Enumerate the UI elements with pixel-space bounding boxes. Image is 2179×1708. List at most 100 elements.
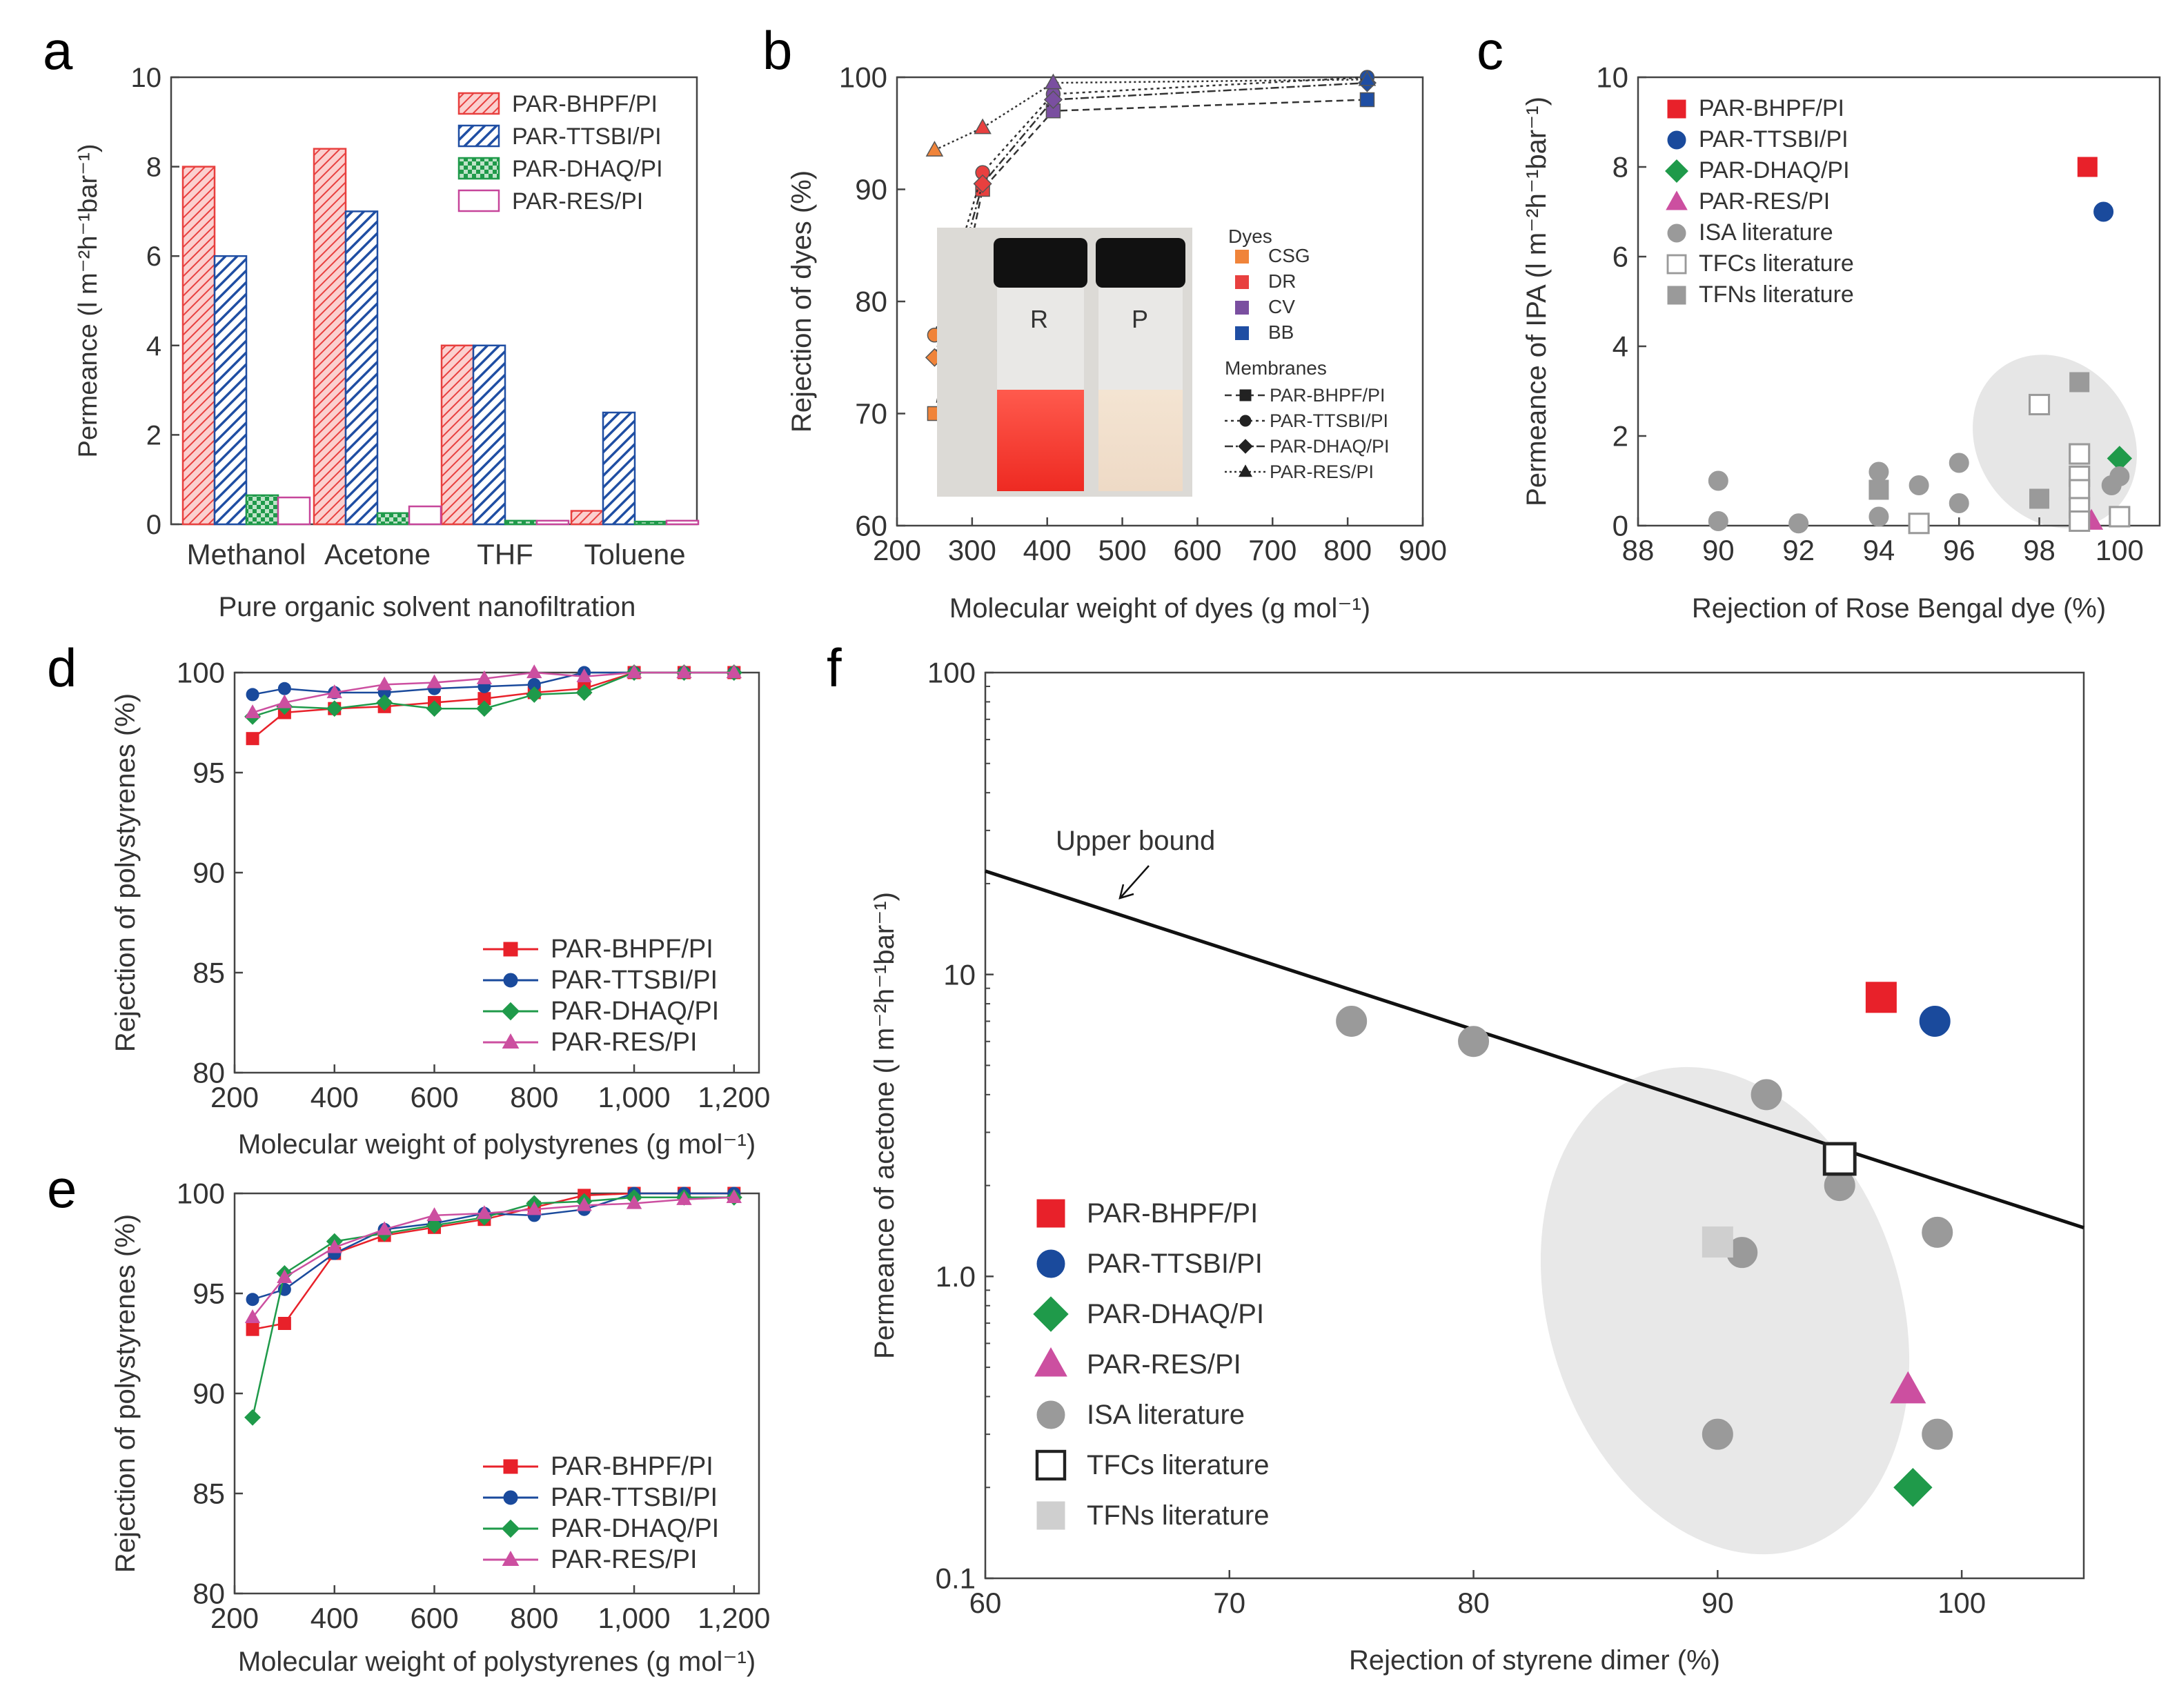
x-tick-label: 200 [210, 1602, 259, 1634]
x-tick-label: 800 [1323, 534, 1372, 566]
y-tick-label: 100 [839, 61, 887, 94]
y-tick-label: 95 [193, 757, 225, 789]
legend-title: Membranes [1225, 357, 1327, 379]
x-tick-label: 600 [410, 1081, 458, 1113]
legend-label: BB [1268, 321, 1294, 343]
membrane-line [934, 81, 1368, 358]
data-point [1922, 1418, 1953, 1450]
data-point [1865, 982, 1897, 1013]
legend-label: ISA literature [1087, 1400, 1245, 1430]
legend-label: PAR-RES/PI [1699, 188, 1830, 215]
data-point [277, 1269, 293, 1283]
x-tick-label: 60 [969, 1587, 1002, 1619]
data-point [2069, 372, 2090, 393]
legend-swatch [1235, 326, 1249, 340]
data-point [1908, 513, 1930, 535]
y-axis-label: Rejection of polystyrenes (%) [110, 693, 141, 1052]
data-point [2109, 466, 2130, 486]
legend-marker [1667, 99, 1686, 119]
data-point [2077, 157, 2098, 177]
data-point [1043, 90, 1063, 110]
legend-marker [1035, 1449, 1067, 1481]
data-point [475, 700, 493, 717]
data-point [1893, 1468, 1933, 1507]
x-tick-label: 88 [1622, 534, 1655, 566]
legend-marker [503, 1459, 518, 1474]
data-point [575, 684, 593, 701]
data-point [626, 1195, 642, 1209]
series-line [252, 671, 734, 696]
legend-swatch [1235, 275, 1249, 289]
legend-marker [1033, 1296, 1069, 1332]
legend-label: PAR-BHPF/PI [512, 91, 658, 117]
legend-label: CV [1268, 296, 1295, 317]
data-point [1702, 1418, 1733, 1450]
data-point [1458, 1026, 1490, 1057]
y-tick-label: 0 [1613, 510, 1628, 542]
data-point [1890, 1371, 1926, 1404]
legend-marker [503, 1490, 518, 1505]
panel-letter-b: b [762, 20, 792, 81]
category-label: THF [477, 538, 533, 570]
category-label: Toluene [584, 538, 685, 570]
x-tick-label: 1,200 [698, 1081, 770, 1113]
legend-marker [502, 1550, 520, 1566]
data-point [526, 686, 543, 703]
y-tick-label: 100 [927, 657, 976, 689]
legend-label: PAR-RES/PI [1087, 1349, 1241, 1380]
data-point [2069, 510, 2091, 533]
x-tick-label: 800 [510, 1602, 558, 1634]
panel-letter-d: d [47, 637, 77, 698]
data-point [2109, 506, 2131, 528]
legend-marker [1239, 415, 1252, 427]
vial-p-label: P [1132, 305, 1148, 333]
legend-label: TFCs literature [1087, 1450, 1270, 1480]
x-tick-label: 300 [948, 534, 996, 566]
bar-par-res-pi [408, 505, 442, 526]
data-point [726, 664, 742, 679]
vial-r-label: R [1030, 305, 1048, 333]
legend-label: PAR-DHAQ/PI [1699, 157, 1850, 183]
legend-label: ISA literature [1699, 219, 1833, 246]
y-axis-label: Permeance of acetone (l m⁻²h⁻¹bar⁻¹) [869, 892, 900, 1359]
vial-r-cap [994, 238, 1087, 288]
y-axis-label: Permeance (l m⁻²h⁻¹bar⁻¹) [74, 143, 103, 457]
plot-frame [984, 671, 2085, 1580]
data-point [1788, 513, 1809, 534]
legend-label: TFNs literature [1087, 1500, 1270, 1531]
legend-label: PAR-BHPF/PI [551, 1452, 713, 1481]
x-tick-label: 1,200 [698, 1602, 770, 1634]
x-tick-label: 1,000 [598, 1081, 670, 1113]
panel-letter-f: f [827, 637, 842, 698]
legend-label: TFCs literature [1699, 250, 1854, 277]
legend-label: PAR-TTSBI/PI [512, 123, 662, 150]
y-tick-label: 95 [193, 1278, 225, 1310]
y-tick-label: 90 [855, 173, 887, 206]
x-tick-label: 70 [1213, 1587, 1245, 1619]
legend-label: PAR-DHAQ/PI [512, 156, 663, 182]
bar-par-dhaq-pi [633, 520, 668, 526]
legend-marker [502, 1033, 520, 1049]
x-tick-label: 900 [1399, 534, 1447, 566]
bar-par-dhaq-pi [245, 494, 279, 526]
legend-label: PAR-TTSBI/PI [551, 966, 718, 995]
data-point [277, 682, 291, 695]
legend-marker [1665, 159, 1688, 183]
panel-c-ipa-permeance-chart: 0 2 4 6 8 10 88 90 92 94 96 98 100 Rejection of Rose … [1521, 61, 2161, 624]
y-tick-label: 0 [146, 510, 161, 540]
x-tick-label: 600 [1173, 534, 1221, 566]
x-axis-label: Molecular weight of polystyrenes (g mol⁻… [238, 1129, 756, 1160]
panel-f-acetone-permeance-chart: 0.1 1.0 10 100 60 70 80 90 100 Rejection of styre… [869, 657, 2085, 1676]
bar-par-dhaq-pi [504, 519, 538, 526]
legend-label: PAR-BHPF/PI [1270, 385, 1386, 406]
y-tick-label: 80 [855, 286, 887, 318]
x-tick-label: 96 [1943, 534, 1975, 566]
data-point [426, 1217, 443, 1234]
x-tick-label: 90 [1702, 534, 1735, 566]
data-point [973, 174, 992, 193]
y-tick-label: 85 [193, 957, 225, 989]
data-point [376, 676, 393, 691]
legend-marker [1238, 439, 1253, 454]
y-tick-label: 4 [146, 331, 161, 361]
legend-marker [1034, 1347, 1067, 1377]
